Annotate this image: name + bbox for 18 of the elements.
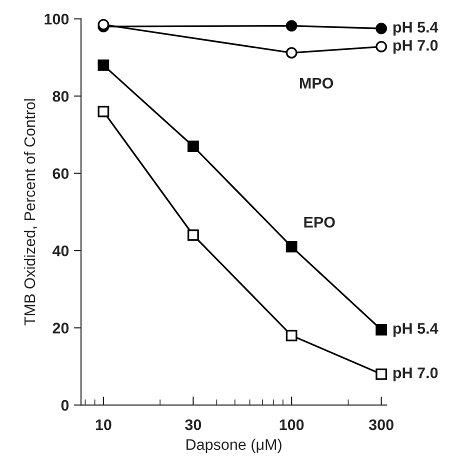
series-label: pH 5.4: [393, 22, 438, 36]
y-tick-label: 60: [52, 168, 69, 180]
x-tick-label: 300: [368, 419, 394, 430]
y-tick-label: 80: [52, 90, 69, 102]
annotation: MPO: [300, 78, 334, 89]
x-tick-label: 10: [96, 419, 112, 430]
series-label: pH 5.4: [393, 323, 438, 337]
x-axis-title: Dapsone (μM): [186, 438, 282, 453]
x-tick-label: 30: [185, 419, 202, 430]
y-tick-label: 0: [61, 400, 69, 411]
series-label: pH 7.0: [393, 367, 438, 382]
y-tick-label: 100: [44, 14, 69, 25]
y-tick-label: 20: [52, 322, 69, 334]
x-tick-label: 100: [280, 419, 304, 430]
y-tick-label: 40: [52, 245, 69, 256]
series-label: pH 7.0: [393, 40, 438, 54]
annotation: EPO: [304, 216, 335, 228]
y-axis-title: TMB Oxidized, Percent of Control: [24, 99, 37, 326]
